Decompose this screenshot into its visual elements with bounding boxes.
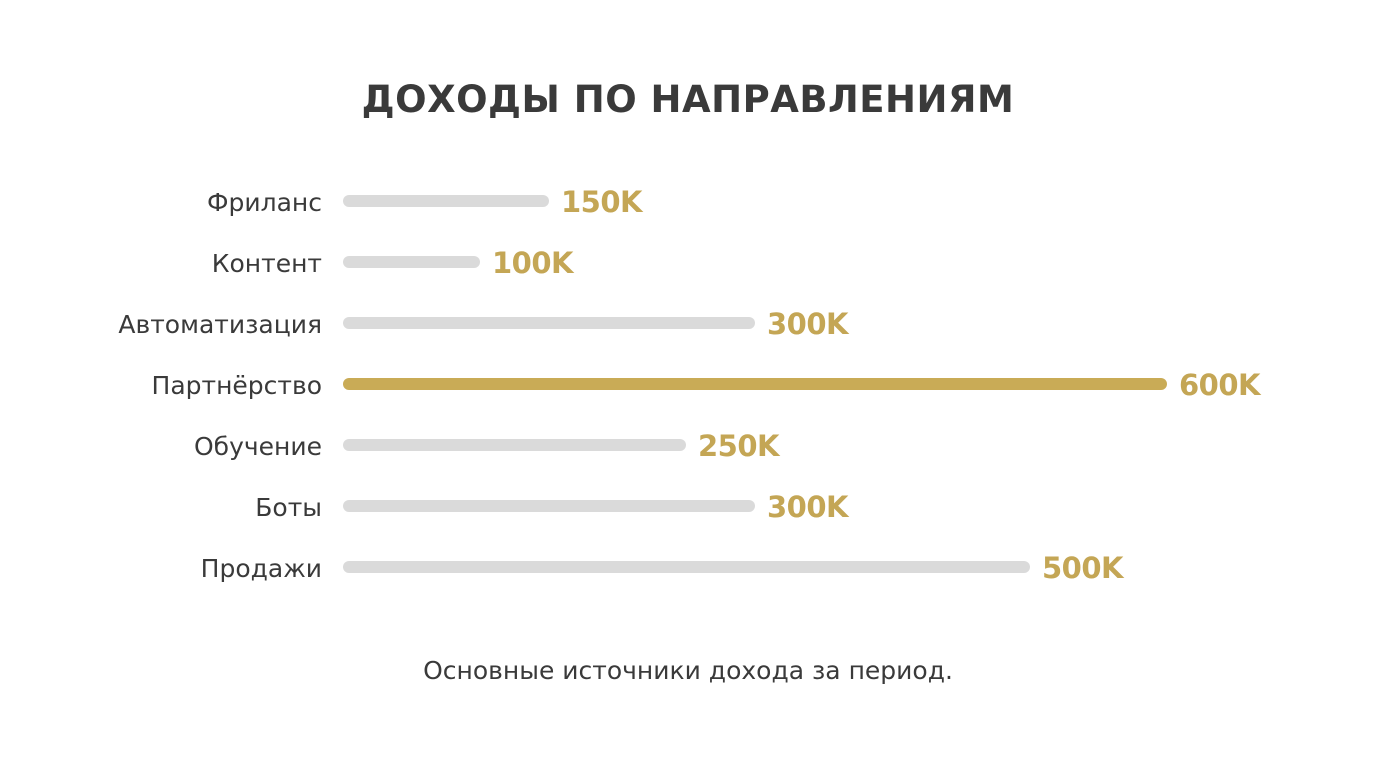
chart-row: Боты 300K bbox=[0, 486, 1376, 526]
bar bbox=[343, 195, 549, 207]
bar bbox=[343, 500, 755, 512]
value-label: 100K bbox=[492, 246, 574, 280]
bar bbox=[343, 378, 1167, 390]
chart-title: ДОХОДЫ ПО НАПРАВЛЕНИЯМ bbox=[361, 78, 1015, 121]
category-label: Контент bbox=[211, 249, 322, 278]
bar bbox=[343, 256, 480, 268]
value-label: 300K bbox=[767, 490, 849, 524]
bar bbox=[343, 317, 755, 329]
category-label: Продажи bbox=[200, 554, 322, 583]
category-label: Боты bbox=[255, 493, 322, 522]
bar bbox=[343, 561, 1030, 573]
category-label: Фриланс bbox=[206, 188, 322, 217]
chart-row: Фриланс 150K bbox=[0, 181, 1376, 221]
chart-caption: Основные источники дохода за период. bbox=[423, 656, 953, 685]
category-label: Обучение bbox=[193, 432, 322, 461]
value-label: 500K bbox=[1042, 551, 1124, 585]
chart-row: Автоматизация 300K bbox=[0, 303, 1376, 343]
value-label: 150K bbox=[561, 185, 643, 219]
category-label: Автоматизация bbox=[118, 310, 322, 339]
chart-row: Партнёрство 600K bbox=[0, 364, 1376, 404]
chart-row: Контент 100K bbox=[0, 242, 1376, 282]
value-label: 250K bbox=[698, 429, 780, 463]
chart-row: Продажи 500K bbox=[0, 547, 1376, 587]
chart-row: Обучение 250K bbox=[0, 425, 1376, 465]
bar bbox=[343, 439, 686, 451]
value-label: 300K bbox=[767, 307, 849, 341]
category-label: Партнёрство bbox=[151, 371, 322, 400]
value-label: 600K bbox=[1179, 368, 1261, 402]
